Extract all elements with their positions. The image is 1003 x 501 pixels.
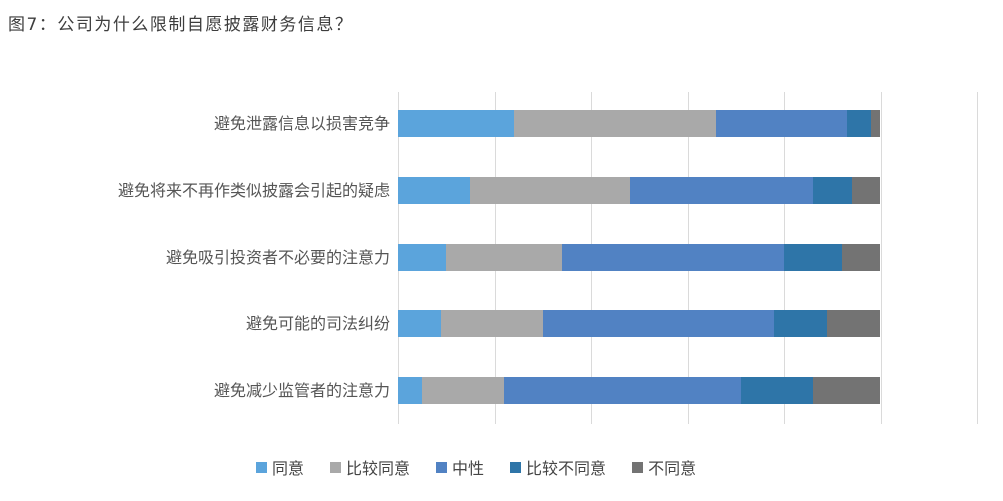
bar-segment-中性	[629, 176, 813, 204]
bar-segment-中性	[542, 310, 775, 338]
legend-item: 比较不同意	[510, 455, 606, 479]
bar-segment-比较同意	[422, 377, 505, 404]
chart-legend: 同意 比较同意 中性 比较不同意 不同意	[256, 455, 696, 479]
bar-segment-中性	[562, 243, 784, 271]
category-label: 避免泄露信息以损害竞争	[213, 114, 390, 133]
legend-label: 比较同意	[346, 459, 411, 478]
bar-segment-同意	[398, 110, 514, 137]
bar-row	[398, 176, 977, 204]
legend-label: 不同意	[648, 459, 697, 478]
category-label: 避免将来不再作类似披露会引起的疑虑	[117, 180, 390, 200]
plot-area	[398, 92, 978, 424]
bar-segment-比较不同意	[784, 243, 842, 271]
figure-title: 图7：公司为什么限制自愿披露财务信息？	[8, 15, 354, 35]
legend-item: 中性	[436, 455, 484, 479]
bar-segment-同意	[398, 176, 471, 204]
legend-swatch-icon	[256, 461, 267, 473]
bar-segment-比较同意	[446, 243, 563, 271]
bar-segment-比较同意	[470, 176, 630, 204]
legend-swatch-icon	[510, 461, 522, 473]
category-label: 避免减少监管者的注意力	[213, 381, 390, 400]
bar-row	[398, 310, 977, 338]
bar-segment-比较不同意	[740, 377, 813, 404]
legend-swatch-icon	[330, 461, 342, 473]
bar-row	[398, 243, 977, 271]
bar-segment-不同意	[870, 110, 881, 137]
bar-segment-比较不同意	[774, 310, 828, 338]
legend-item: 不同意	[632, 455, 696, 479]
bar-segment-同意	[398, 243, 447, 271]
legend-swatch-icon	[436, 461, 448, 473]
bar-segment-比较同意	[441, 310, 543, 338]
category-axis: 避免泄露信息以损害竞争避免将来不再作类似披露会引起的疑虑避免吸引投资者不必要的注…	[0, 92, 390, 424]
bar-segment-比较同意	[513, 110, 717, 137]
bar-segment-中性	[504, 377, 741, 404]
legend-label: 中性	[452, 459, 485, 478]
bar-segment-不同意	[827, 310, 881, 338]
bar-segment-比较不同意	[846, 110, 871, 137]
legend-swatch-icon	[632, 461, 644, 473]
gridline	[880, 92, 882, 424]
bar-segment-同意	[398, 310, 442, 338]
legend-item: 比较同意	[330, 455, 410, 479]
legend-label: 比较不同意	[526, 459, 607, 478]
category-label: 避免吸引投资者不必要的注意力	[165, 247, 390, 267]
bar-row	[398, 110, 977, 137]
category-label: 避免可能的司法纠纷	[245, 314, 390, 334]
bar-segment-中性	[716, 110, 847, 137]
gridline	[977, 92, 978, 424]
bar-segment-同意	[398, 377, 423, 404]
bar-segment-不同意	[841, 243, 881, 271]
bar-segment-不同意	[812, 377, 881, 404]
legend-item: 同意	[256, 455, 304, 479]
legend-label: 同意	[272, 459, 305, 478]
bar-segment-比较不同意	[812, 176, 852, 204]
bar-row	[398, 377, 977, 404]
bar-segment-不同意	[851, 176, 881, 204]
